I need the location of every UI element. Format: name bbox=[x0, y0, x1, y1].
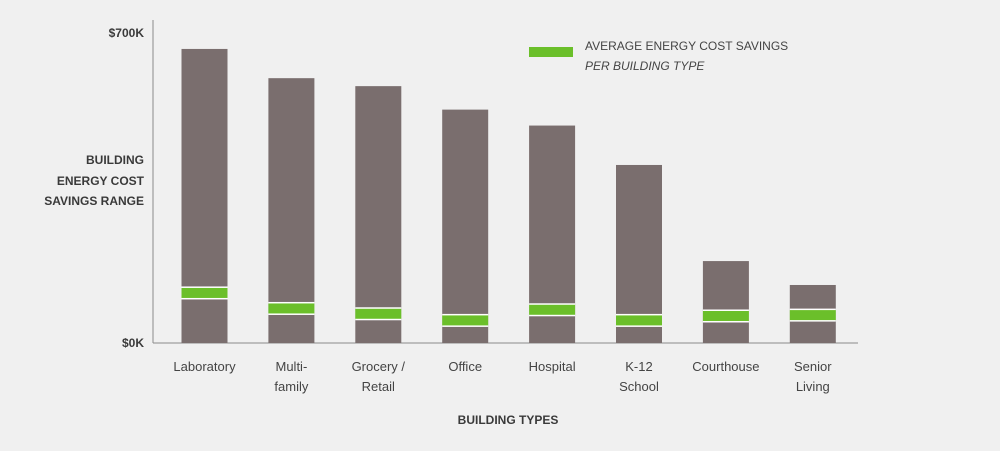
category-label: School bbox=[619, 379, 659, 394]
y-tick-label: $700K bbox=[109, 26, 145, 40]
category-label: Multi- bbox=[276, 359, 308, 374]
y-tick-labels: $0K $700K bbox=[109, 26, 145, 350]
average-marker bbox=[529, 304, 576, 315]
category-label: Hospital bbox=[529, 359, 576, 374]
average-marker bbox=[268, 303, 315, 314]
y-axis-label-line: ENERGY COST bbox=[57, 174, 145, 188]
legend-label: AVERAGE ENERGY COST SAVINGS bbox=[585, 39, 788, 53]
average-marker bbox=[355, 308, 402, 319]
range-bar bbox=[616, 164, 662, 343]
axes bbox=[152, 20, 858, 344]
category-label: Office bbox=[448, 359, 482, 374]
x-axis-label: BUILDING TYPES bbox=[458, 413, 559, 427]
legend-sublabel: PER BUILDING TYPE bbox=[585, 59, 705, 73]
average-marker bbox=[181, 287, 228, 298]
category-labels: Laboratory Multi-family Grocery / Retail Off… bbox=[173, 359, 832, 394]
category-label: Courthouse bbox=[692, 359, 759, 374]
range-bar bbox=[268, 78, 315, 344]
average-marker bbox=[442, 315, 489, 326]
category-label: K-12 bbox=[625, 359, 652, 374]
category-label: Retail bbox=[362, 379, 395, 394]
y-tick-label: $0K bbox=[122, 336, 144, 350]
category-label: Senior bbox=[794, 359, 832, 374]
category-label: Laboratory bbox=[173, 359, 236, 374]
legend: AVERAGE ENERGY COST SAVINGS PER BUILDING… bbox=[529, 39, 788, 73]
range-bar bbox=[355, 86, 402, 344]
y-axis-label-line: BUILDING bbox=[86, 153, 144, 167]
average-marker bbox=[789, 310, 836, 321]
bars-group bbox=[181, 48, 836, 344]
y-axis-label-line: SAVINGS RANGE bbox=[44, 194, 144, 208]
legend-swatch-average bbox=[529, 47, 573, 57]
category-label: Living bbox=[796, 379, 830, 394]
category-label: Grocery / bbox=[352, 359, 406, 374]
average-marker bbox=[616, 315, 662, 326]
range-bar bbox=[702, 261, 749, 343]
category-label: family bbox=[274, 379, 308, 394]
average-marker bbox=[702, 310, 749, 321]
range-bar bbox=[442, 109, 489, 343]
